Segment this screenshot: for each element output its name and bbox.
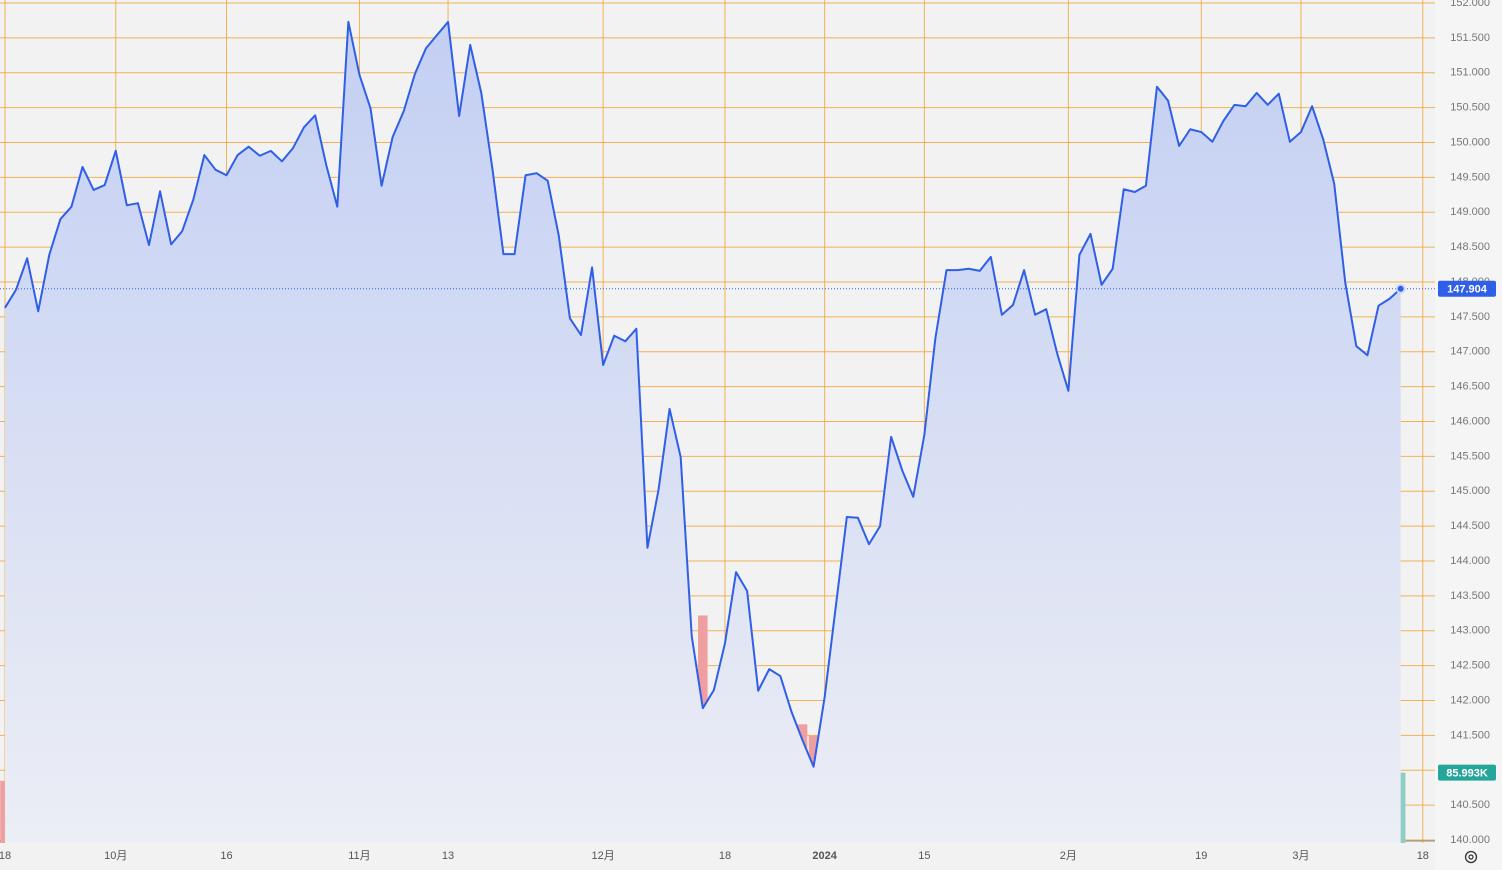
y-tick-label: 151.000 [1450,67,1490,79]
y-tick-label: 144.500 [1450,520,1490,532]
y-tick-label: 150.000 [1450,136,1490,148]
y-tick-label: 146.500 [1450,381,1490,393]
x-tick-label: 3月 [1292,850,1309,862]
x-tick-label: 10月 [104,850,127,862]
volume-label-tag [1438,764,1496,781]
last-price-label: 147.904 [1447,284,1488,296]
x-tick-label: 13 [442,850,454,862]
price-line [4,20,1402,768]
x-tick-label: 11月 [348,850,370,862]
y-tick-label: 147.000 [1450,346,1490,358]
y-tick-label: 142.000 [1450,694,1490,706]
y-tick-label: 143.500 [1450,590,1490,602]
volume-bar [1395,772,1406,843]
settings-icon-center[interactable] [1468,854,1474,860]
x-tick-label: 2024 [812,850,837,862]
settings-icon[interactable] [1464,850,1478,864]
price-axis-panel [1435,0,1502,870]
y-tick-label: 142.500 [1450,660,1490,672]
x-tick-label: 12月 [592,850,615,862]
x-tick-label: 18 [1417,850,1429,862]
y-tick-label: 145.000 [1450,485,1490,497]
y-tick-label: 148.500 [1450,241,1490,253]
y-tick-label: 140.000 [1450,834,1490,846]
y-tick-label: 146.000 [1450,415,1490,427]
y-tick-label: 144.000 [1450,555,1490,567]
x-tick-label: 18 [719,850,731,862]
last-price-dot [1395,283,1406,294]
last-price-tag [1438,280,1496,297]
y-tick-label: 149.500 [1450,171,1490,183]
y-tick-label: 145.500 [1450,450,1490,462]
x-tick-label: 16 [220,850,232,862]
volume-label: 85.993K [1446,768,1488,780]
price-area [4,21,1401,843]
y-tick-label: 140.500 [1450,799,1490,811]
x-tick-label: 2月 [1060,850,1077,862]
y-tick-label: 151.500 [1450,32,1490,44]
y-tick-label: 147.500 [1450,311,1490,323]
y-tick-label: 152.000 [1450,0,1490,9]
y-tick-label: 149.000 [1450,206,1490,218]
x-tick-label: 15 [918,850,930,862]
y-tick-label: 150.500 [1450,102,1490,114]
x-tick-label: 19 [1195,850,1207,862]
y-tick-label: 143.000 [1450,625,1490,637]
settings-button[interactable] [1464,850,1478,864]
y-tick-label: 141.500 [1450,729,1490,741]
x-tick-label: 18 [0,850,11,862]
